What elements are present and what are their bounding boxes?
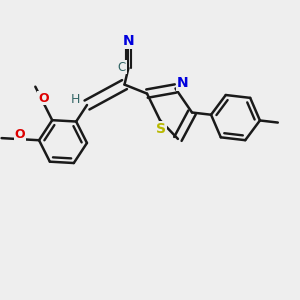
Text: N: N (123, 34, 134, 48)
Text: O: O (14, 128, 25, 141)
Text: C: C (118, 61, 126, 74)
Text: O: O (38, 92, 49, 105)
Text: H: H (71, 93, 80, 106)
Text: N: N (176, 76, 188, 90)
Text: S: S (156, 122, 167, 136)
